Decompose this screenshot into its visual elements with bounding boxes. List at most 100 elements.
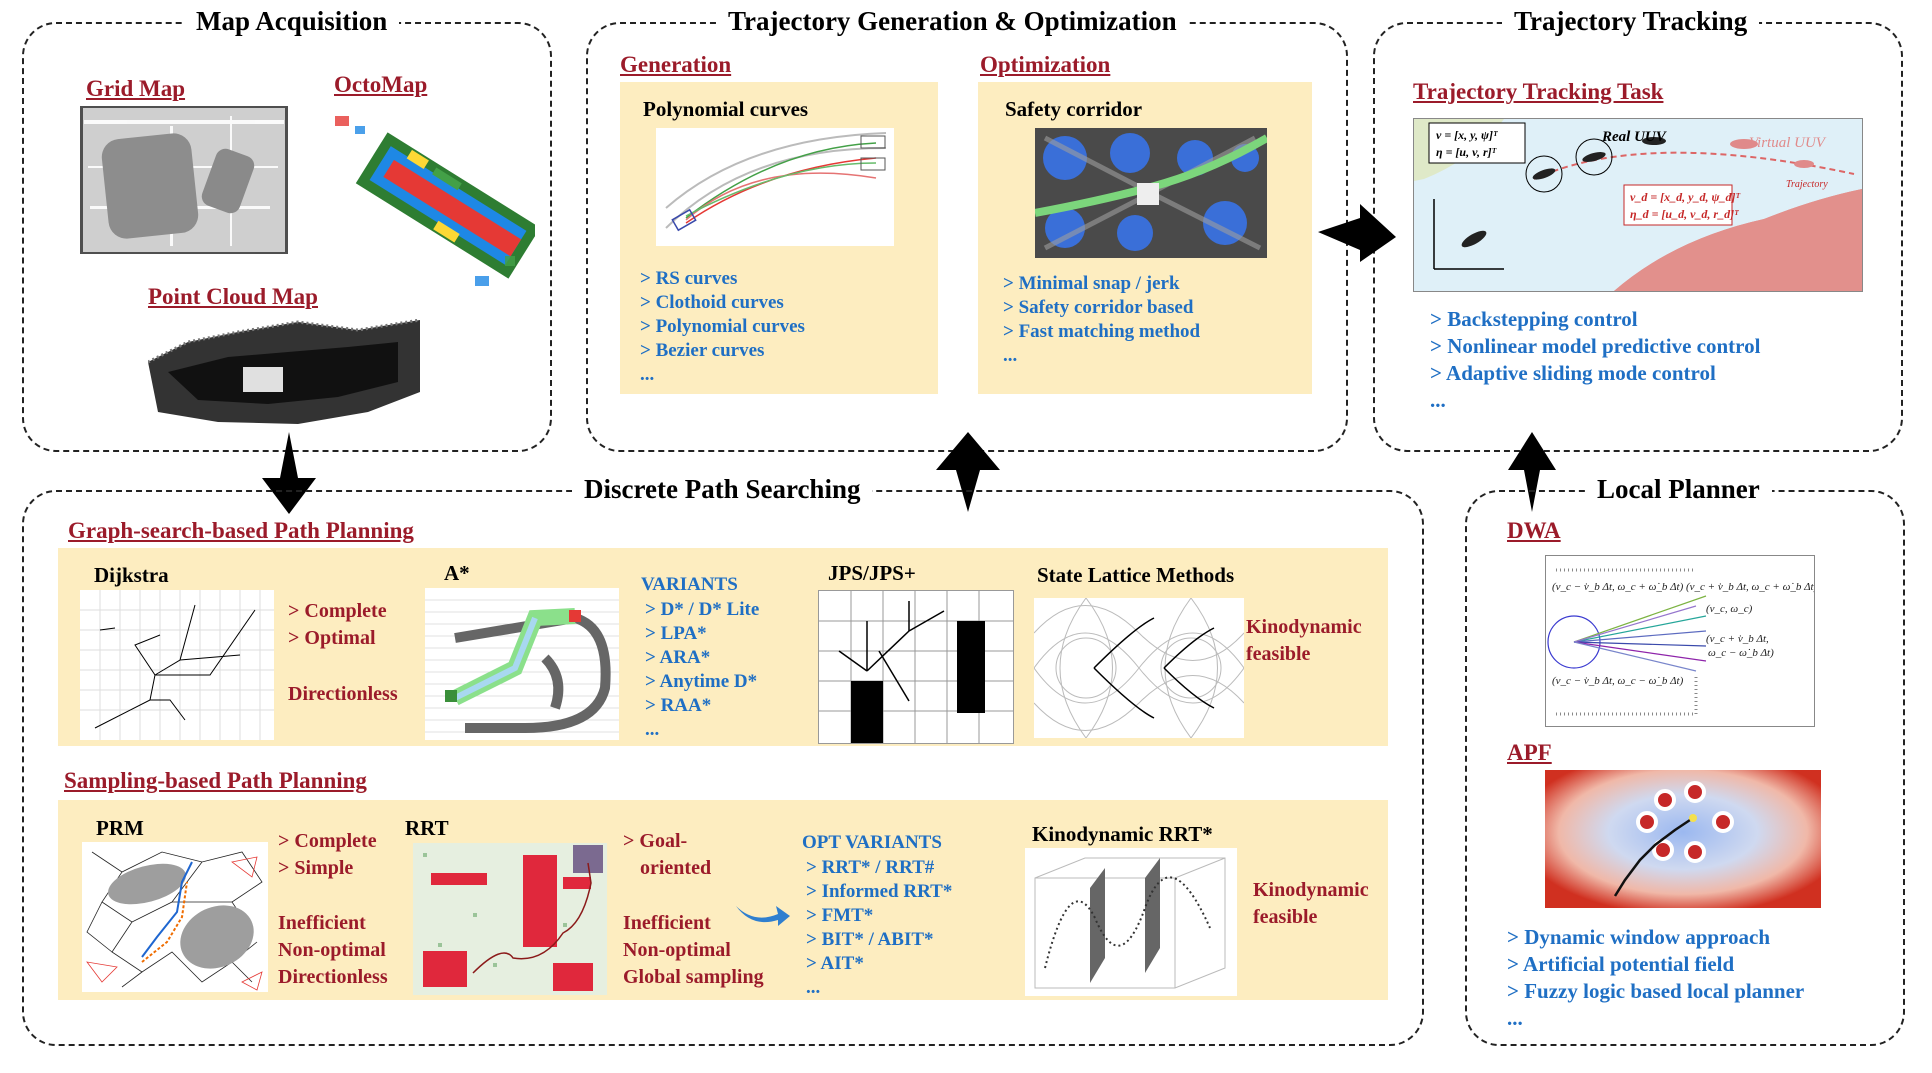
- list-item: Non-optimal: [623, 939, 731, 961]
- dwa-image: (v_c − v̇_b Δt, ω_c + ω̇_b Δt) (v_c + v̇…: [1545, 555, 1815, 727]
- local-planner-title: Local Planner: [1585, 474, 1772, 505]
- graph-search-link[interactable]: Graph-search-based Path Planning: [68, 518, 414, 543]
- opt-variants-title: OPT VARIANTS: [802, 832, 942, 853]
- list-item: > Informed RRT*: [806, 881, 953, 902]
- rrt-heading: RRT: [405, 816, 449, 840]
- safety-corridor-image: [1035, 128, 1267, 258]
- octomap-link[interactable]: OctoMap: [334, 72, 428, 97]
- list-item: > RRT* / RRT#: [806, 857, 935, 878]
- generation-list: > RS curves > Clothoid curves > Polynomi…: [640, 267, 805, 387]
- local-planner-list: > Dynamic window approach > Artificial p…: [1507, 924, 1804, 1032]
- list-item: > Safety corridor based: [1003, 297, 1194, 318]
- list-item: > Adaptive sliding mode control: [1430, 361, 1716, 385]
- list-item: > BIT* / ABIT*: [806, 929, 934, 950]
- optimization-heading: Safety corridor: [1005, 97, 1143, 121]
- list-item: feasible: [1246, 643, 1311, 665]
- list-item: > Anytime D*: [645, 671, 758, 692]
- grid-map-image: [80, 106, 288, 254]
- list-item: > FMT*: [806, 905, 874, 926]
- jps-heading: JPS/JPS+: [828, 561, 916, 585]
- list-item: > Minimal snap / jerk: [1003, 273, 1180, 294]
- kino-rrt-image: [1025, 848, 1237, 996]
- trajectory-tracking-title: Trajectory Tracking: [1502, 6, 1760, 37]
- svg-text:ω_c − ω̇_b Δt): ω_c − ω̇_b Δt): [1708, 647, 1774, 659]
- list-item: Directionless: [278, 966, 388, 988]
- tracking-eq1: v = [x, y, ψ]ᵀ: [1436, 128, 1498, 142]
- dijkstra-heading: Dijkstra: [94, 563, 169, 587]
- rrt-props: > Goal- oriented: [623, 828, 711, 882]
- list-item: > Complete: [288, 600, 387, 622]
- list-item: Kinodynamic: [1253, 879, 1369, 901]
- astar-heading: A*: [444, 561, 470, 585]
- list-item: > Complete: [278, 830, 377, 852]
- point-cloud-map-link[interactable]: Point Cloud Map: [148, 284, 318, 309]
- virtual-uuv-label: Virtual UUV: [1749, 135, 1827, 151]
- list-item: > LPA*: [645, 623, 707, 644]
- arrow-up-icon: [936, 432, 1000, 512]
- list-item: ...: [645, 719, 660, 740]
- grid-map-link[interactable]: Grid Map: [86, 76, 186, 101]
- lattice-heading: State Lattice Methods: [1037, 563, 1235, 587]
- tracking-eq2: η = [u, v, r]ᵀ: [1436, 145, 1497, 159]
- list-item: > Dynamic window approach: [1507, 925, 1771, 949]
- list-item: Global sampling: [623, 966, 764, 988]
- list-item: Inefficient: [623, 912, 711, 934]
- trajectory-label: Trajectory: [1786, 179, 1828, 190]
- list-item: ...: [1507, 1006, 1523, 1030]
- list-item: > RS curves: [640, 268, 738, 289]
- list-item: Non-optimal: [278, 939, 386, 961]
- optimization-list: > Minimal snap / jerk > Safety corridor …: [1003, 272, 1200, 368]
- list-item: oriented: [640, 857, 712, 879]
- list-item: > ARA*: [645, 647, 711, 668]
- tracking-task-link[interactable]: Trajectory Tracking Task: [1413, 79, 1664, 104]
- optimization-link[interactable]: Optimization: [980, 52, 1111, 77]
- svg-text:(v_c + v̇_b Δt,: (v_c + v̇_b Δt,: [1706, 633, 1769, 645]
- sampling-link[interactable]: Sampling-based Path Planning: [64, 768, 367, 793]
- astar-image: [425, 588, 619, 740]
- arrow-down-icon: [262, 432, 316, 514]
- variants-list: > D* / D* Lite > LPA* > ARA* > Anytime D…: [645, 598, 759, 742]
- map-acquisition-title: Map Acquisition: [184, 6, 400, 37]
- curved-arrow-icon: [736, 906, 790, 926]
- svg-text:(v_c − v̇_b Δt, ω_c − ω̇_b Δt): (v_c − v̇_b Δt, ω_c − ω̇_b Δt): [1552, 675, 1684, 687]
- prm-heading: PRM: [96, 816, 144, 840]
- dijkstra-props: > Complete > Optimal: [288, 598, 387, 652]
- tracking-task-image: v = [x, y, ψ]ᵀ η = [u, v, r]ᵀ v_d = [x_d…: [1413, 118, 1863, 292]
- arrow-up-icon: [1508, 432, 1556, 512]
- prm-image: [82, 842, 268, 992]
- octomap-image: [325, 106, 535, 306]
- dwa-link[interactable]: DWA: [1507, 518, 1561, 543]
- list-item: > Polynomial curves: [640, 316, 805, 337]
- rrt-cons: Inefficient Non-optimal Global sampling: [623, 910, 764, 991]
- rrt-image: [413, 843, 607, 995]
- svg-text:(v_c + v̇_b Δt, ω_c + ω̇_b Δt): (v_c + v̇_b Δt, ω_c + ω̇_b Δt): [1686, 581, 1814, 593]
- list-item: Inefficient: [278, 912, 366, 934]
- generation-link[interactable]: Generation: [620, 52, 732, 77]
- dijkstra-image: [80, 590, 274, 740]
- kino-rrt-heading: Kinodynamic RRT*: [1032, 822, 1213, 846]
- list-item: feasible: [1253, 906, 1318, 928]
- opt-variants-list: > RRT* / RRT# > Informed RRT* > FMT* > B…: [806, 856, 952, 1000]
- list-item: > Simple: [278, 857, 354, 879]
- tracking-eq3: v_d = [x_d, y_d, ψ_d]ᵀ: [1630, 190, 1740, 204]
- list-item: ...: [806, 977, 821, 998]
- list-item: ...: [1003, 345, 1018, 366]
- list-item: > Goal-: [623, 830, 688, 852]
- svg-text:(v_c, ω_c): (v_c, ω_c): [1706, 603, 1753, 615]
- list-item: > D* / D* Lite: [645, 599, 760, 620]
- apf-image: [1545, 770, 1821, 908]
- jps-image: [818, 590, 1014, 744]
- prm-props: > Complete > Simple: [278, 828, 377, 882]
- tracking-eq4: η_d = [u_d, v_d, r_d]ᵀ: [1630, 207, 1739, 221]
- tracking-list: > Backstepping control > Nonlinear model…: [1430, 306, 1760, 414]
- graph-kinodynamic-label: Kinodynamic feasible: [1246, 614, 1362, 668]
- list-item: ...: [1430, 388, 1446, 412]
- list-item: > RAA*: [645, 695, 712, 716]
- apf-link[interactable]: APF: [1507, 740, 1552, 765]
- list-item: > Nonlinear model predictive control: [1430, 334, 1761, 358]
- polynomial-curves-image: [656, 128, 894, 246]
- sampling-kinodynamic-label: Kinodynamic feasible: [1253, 877, 1369, 931]
- prm-cons: Inefficient Non-optimal Directionless: [278, 910, 388, 991]
- generation-heading: Polynomial curves: [643, 97, 809, 121]
- list-item: Kinodynamic: [1246, 616, 1362, 638]
